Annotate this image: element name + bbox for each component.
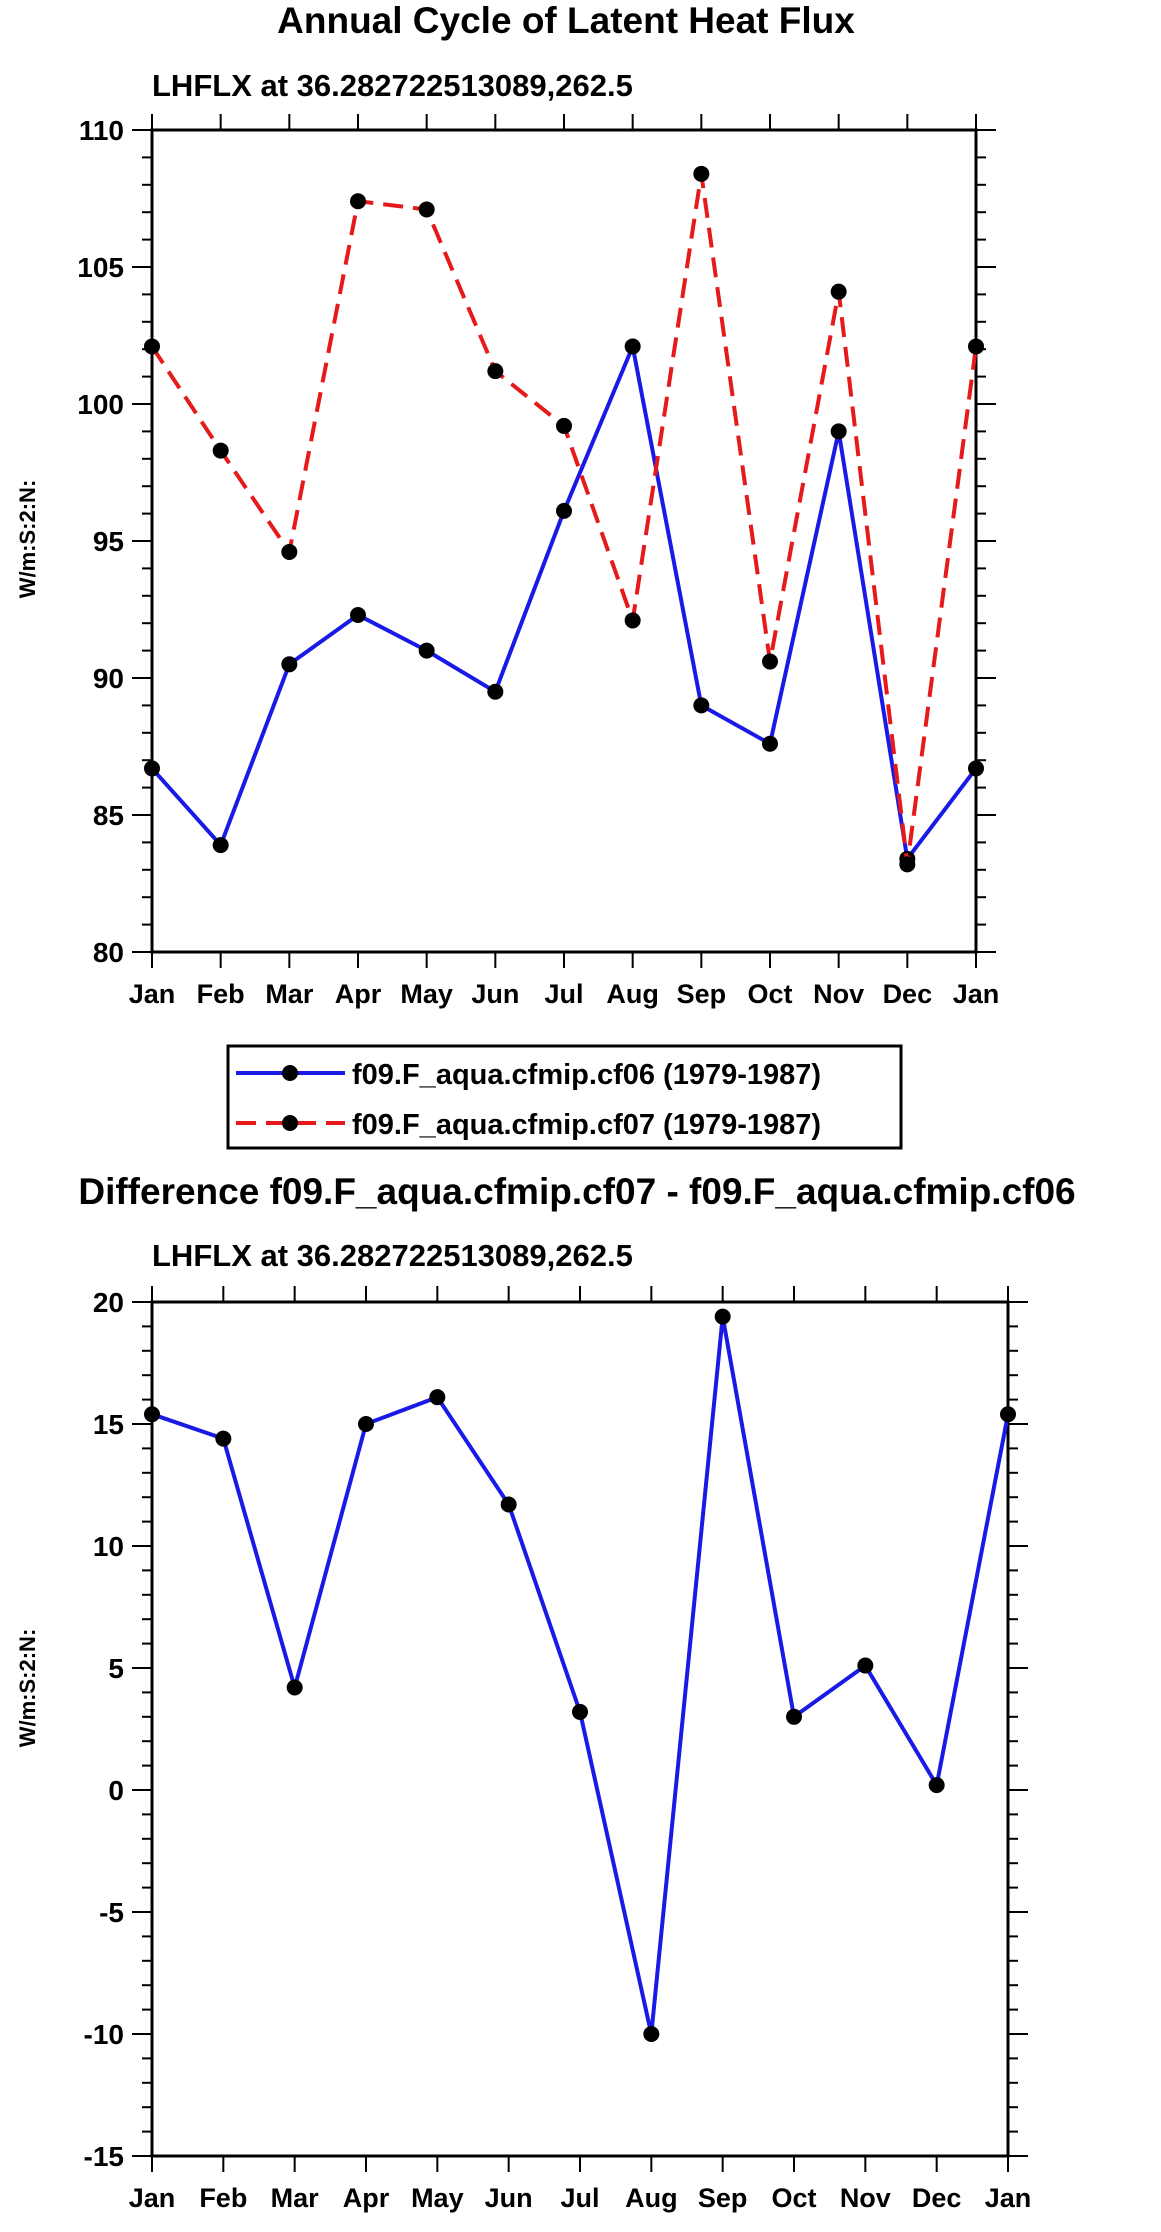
x-tick-label: Jul: [544, 979, 583, 1009]
data-point: [144, 338, 160, 355]
data-point: [624, 338, 641, 355]
data-point: [212, 837, 229, 854]
chart1-legend: f09.F_aqua.cfmip.cf06 (1979-1987) f09.F_…: [226, 1044, 903, 1150]
legend-marker-cf07: [282, 1115, 298, 1131]
legend-box: [226, 1044, 903, 1150]
plot-frame: [150, 128, 978, 954]
y-tick-label: 5: [108, 1653, 124, 1684]
data-point: [693, 697, 710, 714]
x-tick-label: Aug: [625, 2183, 677, 2213]
plot-frame: [150, 1300, 1010, 2158]
y-tick-label: 85: [93, 800, 124, 831]
x-tick-label: Jan: [953, 979, 1000, 1009]
data-point: [714, 1308, 731, 1325]
y-tick-label: -5: [99, 1897, 124, 1928]
x-tick-label: May: [400, 979, 453, 1009]
chart2-plot-area: -15 -10 -5 0 5 10 15 20 Jan Feb Mar Apr May Jun Jul Aug…: [84, 1286, 1032, 2213]
y-tick-label: 80: [93, 937, 124, 968]
x-tick-label: Mar: [271, 2183, 320, 2213]
y-tick-label: 95: [93, 526, 124, 557]
chart2-subtitle: LHFLX at 36.282722513089,262.5: [152, 1238, 633, 1273]
data-point: [144, 760, 160, 777]
data-point: [762, 735, 778, 752]
y-tick-label: 90: [93, 663, 124, 694]
data-point: [1000, 1406, 1016, 1423]
y-tick-label: -10: [84, 2019, 124, 2050]
x-tick-label: Jan: [129, 2183, 176, 2213]
series-line-0: [151, 1314, 1010, 2036]
y-tick-label: -15: [84, 2141, 124, 2172]
data-point: [556, 502, 572, 519]
y-tick-label: 0: [108, 1775, 124, 1806]
data-point: [928, 1777, 945, 1794]
data-point: [830, 423, 847, 440]
data-point: [215, 1430, 232, 1447]
chart2-ylabel: W/m:S:2:N:: [15, 1629, 40, 1748]
data-point: [572, 1703, 588, 1720]
data-point: [418, 642, 435, 659]
x-tick-label: Aug: [606, 979, 658, 1009]
data-point: [487, 683, 504, 700]
data-point: [286, 1679, 303, 1696]
chart1-ylabel: W/m:S:2:N:: [15, 480, 40, 599]
data-point: [786, 1708, 802, 1725]
data-point: [418, 201, 435, 218]
data-point: [857, 1657, 874, 1674]
chart1-plot-area: 80 85 90 95 100 105 110 Jan Feb Mar Apr May Jun Jul Au…: [77, 114, 999, 1009]
x-tick-label: Jul: [560, 2183, 599, 2213]
data-point: [624, 612, 641, 629]
x-tick-label: Jun: [485, 2183, 533, 2213]
data-point: [350, 606, 366, 623]
x-tick-label: Apr: [343, 2183, 390, 2213]
data-point: [556, 417, 572, 434]
x-tick-label: May: [411, 2183, 464, 2213]
chart1-subtitle: LHFLX at 36.282722513089,262.5: [152, 68, 633, 103]
x-tick-label: Jan: [129, 979, 176, 1009]
y-tick-label: 15: [93, 1409, 124, 1440]
chart2-title: Difference f09.F_aqua.cfmip.cf07 - f09.F…: [78, 1171, 1075, 1212]
data-point: [968, 760, 984, 777]
x-tick-label: Oct: [747, 979, 792, 1009]
data-point: [350, 193, 366, 210]
x-tick-label: Dec: [912, 2183, 962, 2213]
x-tick-label: Sep: [698, 2183, 748, 2213]
x-tick-label: Jan: [985, 2183, 1032, 2213]
data-point: [212, 442, 229, 459]
data-point: [830, 283, 847, 300]
y-tick-label: 105: [77, 252, 124, 283]
x-tick-label: Feb: [199, 2183, 247, 2213]
x-tick-label: Oct: [771, 2183, 816, 2213]
legend-marker-cf06: [282, 1065, 298, 1081]
data-point: [693, 165, 710, 182]
x-tick-label: Nov: [813, 979, 864, 1009]
data-point: [144, 1406, 160, 1423]
x-tick-label: Feb: [197, 979, 245, 1009]
x-tick-label: Apr: [335, 979, 382, 1009]
x-tick-label: Sep: [677, 979, 727, 1009]
y-tick-label: 20: [93, 1287, 124, 1318]
y-tick-label: 100: [77, 389, 124, 420]
x-tick-label: Mar: [265, 979, 314, 1009]
legend-label-cf06: f09.F_aqua.cfmip.cf06 (1979-1987): [352, 1059, 821, 1091]
chart1-title: Annual Cycle of Latent Heat Flux: [277, 0, 855, 41]
data-point: [643, 2026, 660, 2042]
data-point: [968, 338, 984, 355]
x-tick-label: Dec: [883, 979, 933, 1009]
data-point: [899, 856, 916, 873]
legend-label-cf07: f09.F_aqua.cfmip.cf07 (1979-1987): [352, 1109, 821, 1141]
x-tick-label: Jun: [471, 979, 519, 1009]
y-tick-label: 110: [79, 115, 124, 146]
data-point: [281, 543, 298, 560]
data-point: [358, 1416, 374, 1432]
y-tick-label: 10: [93, 1531, 124, 1562]
data-point: [429, 1389, 446, 1406]
data-point: [500, 1496, 517, 1513]
data-point: [281, 656, 298, 673]
data-point: [762, 653, 778, 670]
x-tick-label: Nov: [840, 2183, 891, 2213]
data-point: [487, 363, 504, 380]
